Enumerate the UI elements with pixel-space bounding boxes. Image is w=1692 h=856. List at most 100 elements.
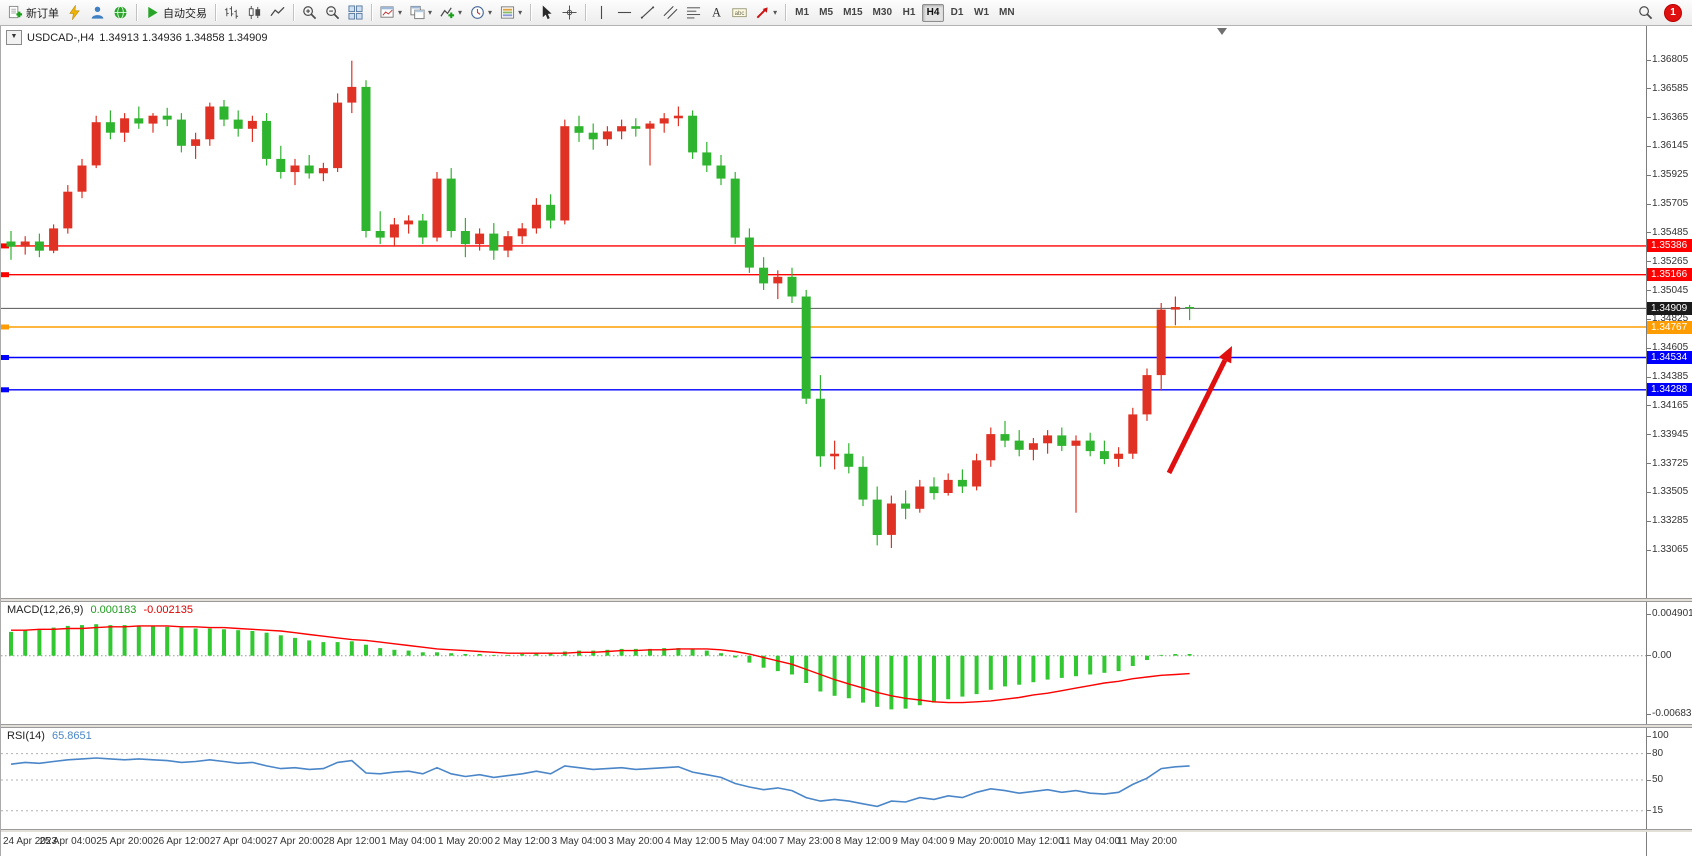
globe-icon [113, 5, 128, 20]
macd-axis-label: 0.004901 [1652, 608, 1692, 619]
toolbar-right: 1 [1634, 2, 1688, 23]
trendline-button[interactable] [636, 2, 659, 23]
axis-tick [1647, 810, 1651, 812]
toolbar-group: ▾ ▾ ▾ ▾ ▾ [376, 2, 526, 23]
rsi-chart-canvas[interactable] [1, 728, 1646, 829]
toolbar-group: 新订单 [4, 2, 132, 23]
price-axis-label: 1.35485 [1652, 226, 1689, 238]
toolbar-separator [530, 4, 532, 21]
vertical-line-button[interactable] [590, 2, 613, 23]
timeframe-h1[interactable]: H1 [898, 4, 920, 22]
tile-windows-button[interactable] [344, 2, 367, 23]
community-button[interactable] [109, 2, 132, 23]
macd-chart-canvas[interactable] [1, 602, 1646, 724]
axis-tick [1647, 405, 1651, 407]
indicators-button[interactable]: ▾ [436, 2, 466, 23]
chart-shift-marker[interactable] [1217, 28, 1227, 35]
rsi-name: RSI(14) [7, 730, 45, 742]
time-axis-label: 28 Apr 12:00 [323, 836, 381, 847]
chevron-down-icon: ▾ [398, 7, 403, 17]
arrow-shape-icon [755, 5, 770, 20]
current-price-tag: 1.34909 [1647, 301, 1692, 315]
time-axis-label: 3 May 20:00 [608, 836, 664, 847]
tiles-icon [348, 5, 363, 20]
new-order-button[interactable]: 新订单 [4, 2, 63, 23]
price-axis[interactable]: 1.36805 1.36585 1.36365 1.36145 1.35925 1.357… [1646, 26, 1692, 856]
svg-text:abc: abc [735, 10, 745, 17]
timeframe-m15[interactable]: M15 [839, 4, 866, 22]
time-axis-label: 24 Apr 2023 [3, 836, 57, 847]
time-axis-label: 26 Apr 12:00 [153, 836, 210, 847]
one-click-trading-button[interactable]: ▼ [6, 30, 22, 45]
axis-tick [1647, 655, 1651, 657]
text-button[interactable]: A [705, 2, 728, 23]
macd-signal-value: -0.002135 [143, 604, 193, 616]
macd-indicator-panel[interactable]: MACD(12,26,9) 0.000183 -0.002135 [1, 602, 1646, 724]
indicator-plus-icon [440, 5, 455, 20]
time-axis-label: 11 May 20:00 [1117, 836, 1177, 847]
axis-tick [1647, 290, 1651, 292]
templates-button[interactable]: ▾ [496, 2, 526, 23]
panel-divider[interactable] [1, 598, 1692, 602]
candlestick-chart-canvas[interactable] [1, 26, 1646, 598]
axis-tick [1647, 203, 1651, 205]
time-axis[interactable]: 24 Apr 2023 25 Apr 04:00 25 Apr 20:00 26 Ap… [1, 832, 1646, 856]
play-icon [145, 5, 160, 20]
macd-main-value: 0.000183 [90, 604, 137, 616]
axis-tick [1647, 376, 1651, 378]
axis-tick [1647, 735, 1651, 737]
notifications-badge[interactable]: 1 [1664, 3, 1682, 22]
panel-divider[interactable] [1, 724, 1692, 728]
axis-tick [1647, 59, 1651, 61]
periods-button[interactable]: ▾ [466, 2, 496, 23]
horizontal-line-button[interactable] [613, 2, 636, 23]
channel-button[interactable] [659, 2, 682, 23]
search-icon [1638, 5, 1653, 20]
rsi-indicator-panel[interactable]: RSI(14) 65.8651 [1, 728, 1646, 829]
time-axis-label: 25 Apr 04:00 [39, 836, 97, 847]
channel-icon [663, 5, 678, 20]
price-line-tag: 1.35166 [1647, 268, 1692, 282]
shapes-button[interactable]: ▾ [751, 2, 781, 23]
price-axis-label: 1.35925 [1652, 169, 1689, 181]
price-axis-label: 1.33945 [1652, 428, 1689, 440]
chart-profile-icon [410, 5, 425, 20]
chart-ohlc-values: 1.34913 1.34936 1.34858 1.34909 [99, 31, 268, 44]
new-order-icon [8, 5, 23, 20]
zoom-in-icon [302, 5, 317, 20]
zoom-in-button[interactable] [298, 2, 321, 23]
timeframe-m1[interactable]: M1 [791, 4, 813, 22]
crosshair-button[interactable] [558, 2, 581, 23]
cursor-button[interactable] [535, 2, 558, 23]
fibonacci-button[interactable] [682, 2, 705, 23]
time-axis-label: 7 May 23:00 [778, 836, 834, 847]
time-axis-label: 11 May 04:00 [1060, 836, 1121, 847]
time-axis-label: 3 May 04:00 [551, 836, 607, 847]
toolbar-separator [136, 4, 137, 21]
timeframe-group: M1 M5 M15 M30 H1 H4 D1 W1 MN [790, 3, 1019, 22]
new-chart-button[interactable]: ▾ [376, 2, 406, 23]
axis-tick [1647, 261, 1651, 263]
fibo-icon [686, 5, 701, 20]
chart-profiles-button[interactable]: ▾ [406, 2, 436, 23]
timeframe-m5[interactable]: M5 [815, 4, 837, 22]
main-chart-panel[interactable]: ▼ USDCAD-,H4 1.34913 1.34936 1.34858 1.3… [1, 26, 1646, 598]
bar-chart-button[interactable] [220, 2, 243, 23]
text-label-button[interactable]: abc [728, 2, 751, 23]
quick-trade-button[interactable] [63, 2, 86, 23]
search-button[interactable] [1634, 2, 1657, 23]
timeframe-d1[interactable]: D1 [946, 4, 968, 22]
timeframe-w1[interactable]: W1 [970, 4, 993, 22]
line-chart-button[interactable] [266, 2, 289, 23]
timeframe-m30[interactable]: M30 [869, 4, 896, 22]
axis-tick [1647, 145, 1651, 147]
algo-trading-button[interactable]: 自动交易 [141, 2, 211, 23]
timeframe-mn[interactable]: MN [995, 4, 1019, 22]
zoom-out-button[interactable] [321, 2, 344, 23]
candlestick-chart-button[interactable] [243, 2, 266, 23]
timeframe-h4[interactable]: H4 [922, 3, 944, 22]
macd-axis-label: 0.00 [1652, 649, 1672, 661]
panel-divider[interactable] [1, 829, 1692, 832]
profile-button[interactable] [86, 2, 109, 23]
